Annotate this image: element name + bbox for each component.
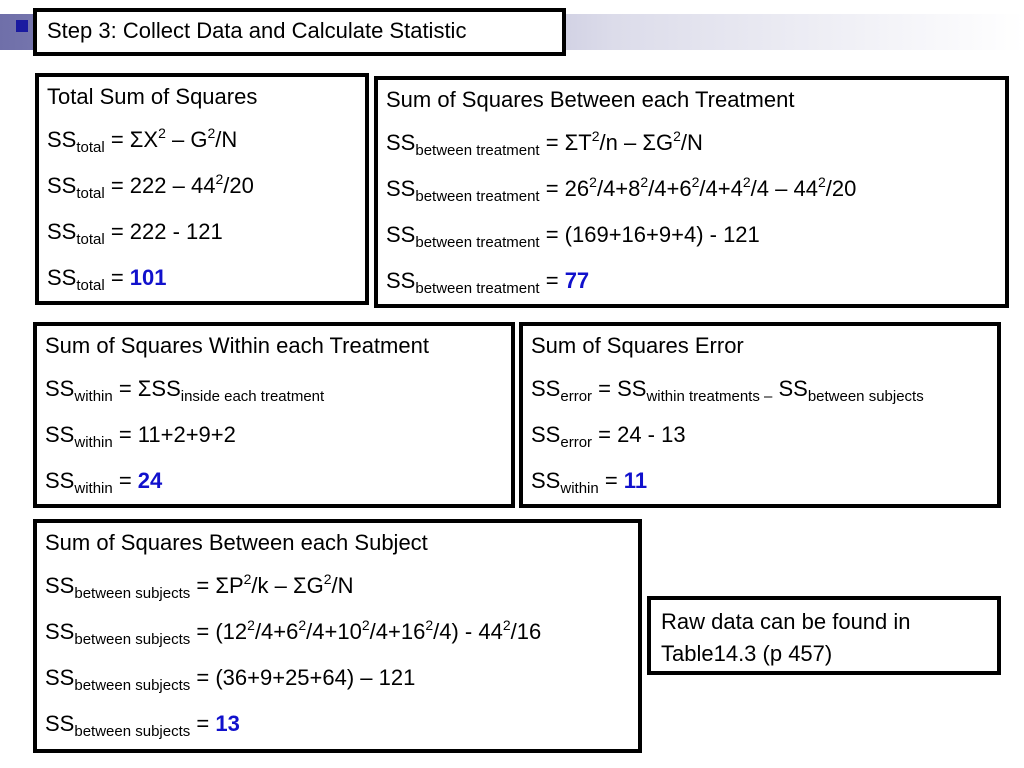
total-result-line: SStotal = 101	[47, 265, 167, 294]
subjects-simplified-line: SSbetween subjects = (36+9+25+64) – 121	[45, 665, 416, 694]
error-result-value: 11	[623, 468, 648, 493]
total-ss-box: Total Sum of Squares SStotal = ΣX2 – G2/…	[35, 73, 369, 305]
total-substitution-line: SStotal = 222 – 442/20	[47, 171, 254, 202]
between-result-value: 77	[564, 268, 590, 293]
error-ss-box: Sum of Squares Error SSerror = SSwithin …	[519, 322, 1001, 508]
note-line-2: Table14.3 (p 457)	[661, 641, 833, 666]
between-simplified-line: SSbetween treatment = (169+16+9+4) - 121	[386, 222, 760, 251]
within-treatment-ss-box: Sum of Squares Within each Treatment SSw…	[33, 322, 515, 508]
subjects-result-line: SSbetween subjects = 13	[45, 711, 240, 740]
bullet-square-icon	[16, 20, 28, 32]
total-formula-line: SStotal = ΣX2 – G2/N	[47, 125, 238, 156]
within-formula-line: SSwithin = ΣSSinside each treatment	[45, 376, 325, 405]
within-result-value: 24	[137, 468, 163, 493]
slide-title: Step 3: Collect Data and Calculate Stati…	[33, 8, 566, 56]
total-result-value: 101	[129, 265, 167, 290]
total-heading: Total Sum of Squares	[47, 84, 258, 109]
subjects-result-value: 13	[215, 711, 240, 736]
between-treatment-ss-box: Sum of Squares Between each Treatment SS…	[374, 76, 1009, 308]
subjects-substitution-line: SSbetween subjects = (122/4+62/4+102/4+1…	[45, 617, 542, 648]
note-line-1: Raw data can be found in	[661, 609, 911, 634]
within-result-line: SSwithin = 24	[45, 468, 163, 497]
between-formula-line: SSbetween treatment = ΣT2/n – ΣG2/N	[386, 128, 703, 159]
error-formula-line: SSerror = SSwithin treatments – SSbetwee…	[531, 376, 924, 405]
between-heading: Sum of Squares Between each Treatment	[386, 87, 795, 112]
between-subjects-ss-box: Sum of Squares Between each Subject SSbe…	[33, 519, 642, 753]
subjects-heading: Sum of Squares Between each Subject	[45, 530, 428, 555]
error-result-line: SSwithin = 11	[531, 468, 648, 497]
between-result-line: SSbetween treatment = 77	[386, 268, 590, 297]
total-simplified-line: SStotal = 222 - 121	[47, 219, 223, 248]
error-heading: Sum of Squares Error	[531, 333, 744, 358]
subjects-formula-line: SSbetween subjects = ΣP2/k – ΣG2/N	[45, 571, 354, 602]
error-substitution-line: SSerror = 24 - 13	[531, 422, 686, 451]
between-substitution-line: SSbetween treatment = 262/4+82/4+62/4+42…	[386, 174, 857, 205]
slide-title-text: Step 3: Collect Data and Calculate Stati…	[47, 18, 467, 43]
raw-data-note-box: Raw data can be found in Table14.3 (p 45…	[647, 596, 1001, 675]
within-heading: Sum of Squares Within each Treatment	[45, 333, 429, 358]
within-substitution-line: SSwithin = 11+2+9+2	[45, 422, 236, 451]
